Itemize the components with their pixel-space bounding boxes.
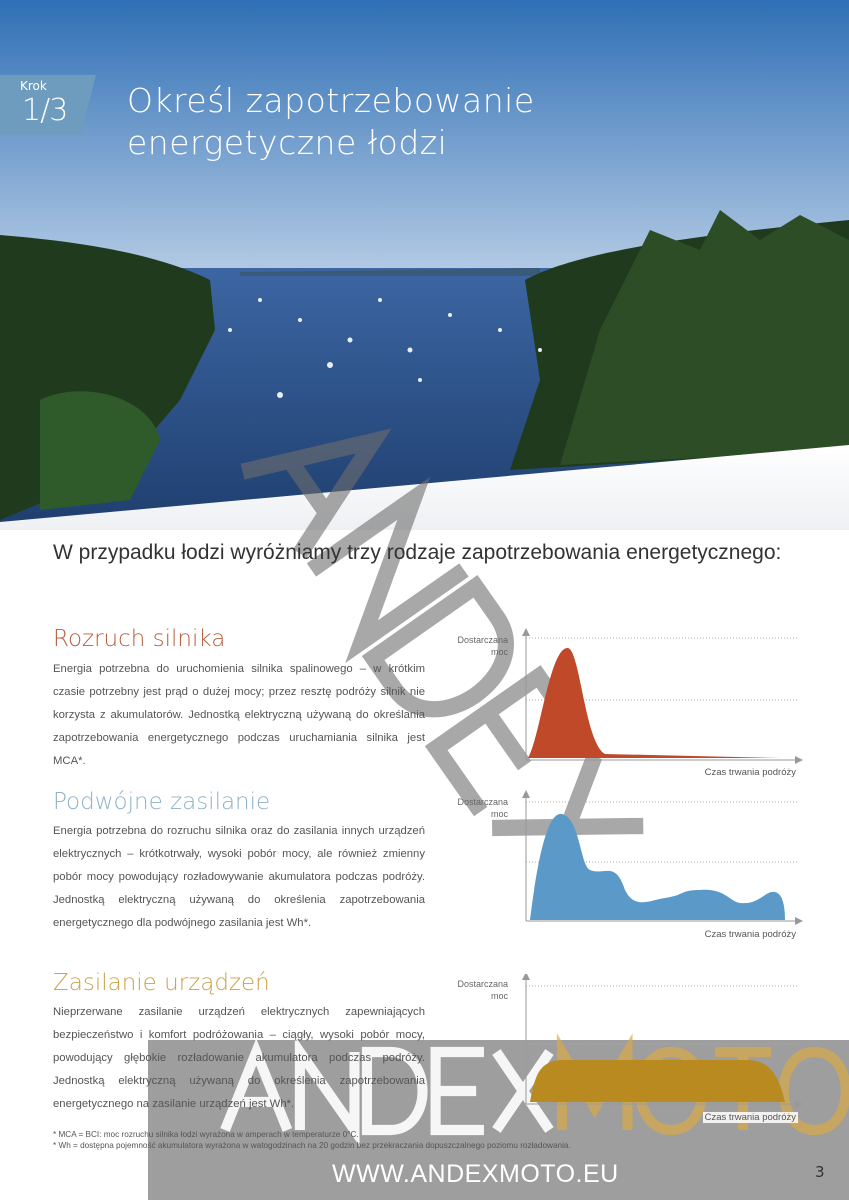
page-number: 3: [815, 1163, 825, 1181]
page-title: Określ zapotrzebowanie energetyczne łodz…: [127, 80, 535, 164]
power-curve: [528, 647, 780, 758]
footnote-mca: * MCA = BCI: moc rozruchu silnika łodzi …: [53, 1130, 359, 1139]
x-arrow-icon: [795, 917, 803, 925]
intro-text: W przypadku łodzi wyróżniamy trzy rodzaj…: [53, 541, 782, 564]
section-body: Energia potrzebna do uruchomienia silnik…: [53, 663, 425, 767]
footnote-wh: * Wh = dostępna pojemność akumulatora wy…: [53, 1141, 571, 1150]
watermark-url: WWW.ANDEXMOTO.EU: [332, 1160, 619, 1188]
x-axis-label: Czas trwania podróży: [702, 767, 798, 778]
section-heading: Zasilanie urządzeń: [53, 970, 270, 996]
diagram-engine-start: Dostarczana moc Czas trwania podróży: [440, 628, 810, 788]
y-arrow-icon: [522, 790, 530, 798]
x-axis-label: Czas trwania podróży: [702, 1112, 798, 1123]
x-arrow-icon: [795, 756, 803, 764]
section-heading: Podwójne zasilanie: [53, 789, 271, 815]
y-axis-label: Dostarczana moc: [457, 979, 508, 1001]
section-heading: Rozruch silnika: [53, 626, 226, 652]
section-body: Nieprzerwane zasilanie urządzeń elektryc…: [53, 1006, 425, 1110]
diagram-device-power: Dostarczana moc Czas trwania podróży: [440, 974, 810, 1134]
power-curve: [530, 1060, 785, 1102]
section-body: Energia potrzebna do rozruchu silnika or…: [53, 825, 425, 929]
harbor-photo: [0, 0, 849, 530]
power-curve: [530, 813, 785, 920]
x-arrow-icon: [795, 1100, 803, 1108]
title-line-2: energetyczne łodzi: [127, 123, 448, 162]
title-line-1: Określ zapotrzebowanie: [127, 81, 535, 120]
x-axis-label: Czas trwania podróży: [702, 929, 798, 940]
step-label: Krok: [20, 79, 47, 93]
y-arrow-icon: [522, 628, 530, 636]
step-number: 1/3: [22, 93, 68, 128]
y-arrow-icon: [522, 974, 530, 980]
diagram-dual-power: Dostarczana moc Czas trwania podróży: [440, 790, 810, 950]
step-badge: Krok 1/3: [0, 75, 96, 135]
